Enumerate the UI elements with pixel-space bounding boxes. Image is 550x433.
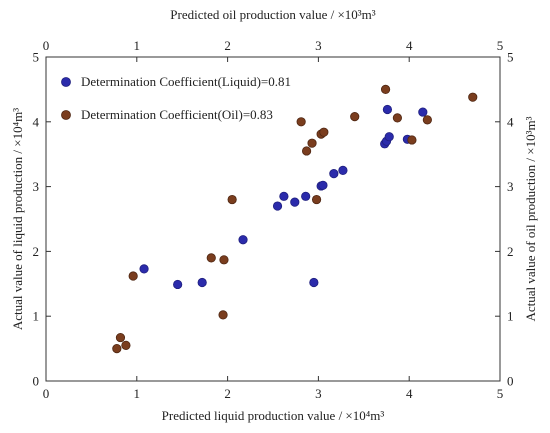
oil-data-point bbox=[219, 255, 229, 265]
liquid-data-point bbox=[301, 191, 311, 201]
x-top-tick-label: 0 bbox=[43, 38, 50, 53]
liquid-data-point bbox=[382, 104, 393, 115]
oil-data-point bbox=[218, 310, 228, 320]
oil-data-point bbox=[311, 194, 322, 205]
oil-data-point bbox=[301, 146, 312, 156]
y-left-tick-label: 0 bbox=[33, 374, 40, 389]
x-bottom-tick-label: 2 bbox=[224, 386, 231, 401]
oil-data-point bbox=[422, 115, 432, 125]
liquid-data-point bbox=[418, 107, 428, 117]
y-right-tick-label: 5 bbox=[507, 50, 514, 65]
legend-marker-liquid bbox=[61, 77, 71, 87]
oil-data-point bbox=[319, 127, 329, 137]
oil-data-point bbox=[112, 343, 122, 354]
x-top-tick-label: 5 bbox=[497, 38, 504, 53]
liquid-data-point bbox=[309, 277, 319, 288]
liquid-data-point bbox=[338, 165, 348, 175]
liquid-data-point bbox=[139, 264, 149, 274]
y-axis-right-title: Actual value of oil production / ×10³m³ bbox=[523, 116, 538, 321]
data-points-layer bbox=[112, 84, 478, 354]
y-right-tick-label: 0 bbox=[507, 374, 514, 389]
oil-data-point bbox=[115, 332, 126, 343]
legend: Determination Coefficient(Liquid)=0.81 D… bbox=[61, 74, 291, 122]
x-axis-bottom-title: Predicted liquid production value / ×10⁴… bbox=[162, 408, 385, 423]
y-left-tick-label: 1 bbox=[33, 309, 40, 324]
liquid-data-point bbox=[279, 191, 289, 201]
liquid-data-point bbox=[318, 180, 328, 190]
legend-marker-oil bbox=[61, 110, 71, 120]
plot-frame bbox=[45, 56, 501, 382]
x-top-tick-label: 2 bbox=[224, 38, 231, 53]
oil-data-point bbox=[307, 138, 317, 148]
oil-data-point bbox=[350, 112, 360, 122]
oil-data-point bbox=[206, 253, 216, 263]
liquid-data-point bbox=[197, 277, 207, 288]
liquid-data-point bbox=[238, 235, 248, 245]
y-right-tick-label: 4 bbox=[507, 114, 514, 129]
y-left-tick-label: 5 bbox=[33, 50, 40, 65]
oil-data-point bbox=[392, 113, 402, 123]
x-bottom-tick-label: 1 bbox=[134, 386, 141, 401]
y-right-tick-label: 2 bbox=[507, 244, 514, 259]
y-left-tick-label: 3 bbox=[33, 179, 40, 194]
x-bottom-tick-label: 3 bbox=[315, 386, 322, 401]
oil-data-point bbox=[227, 194, 237, 205]
x-top-tick-label: 3 bbox=[315, 38, 322, 53]
liquid-data-point bbox=[173, 279, 183, 290]
legend-label-oil: Determination Coefficient(Oil)=0.83 bbox=[81, 107, 273, 122]
liquid-data-point bbox=[290, 197, 300, 207]
x-bottom-tick-label: 4 bbox=[406, 386, 413, 401]
y-right-tick-label: 1 bbox=[507, 309, 514, 324]
y-right-tick-label: 3 bbox=[507, 179, 514, 194]
y-left-tick-label: 2 bbox=[33, 244, 40, 259]
x-bottom-tick-label: 0 bbox=[43, 386, 50, 401]
oil-data-point bbox=[128, 271, 138, 281]
x-axis-top-title: Predicted oil production value / ×10³m³ bbox=[170, 7, 375, 22]
oil-data-point bbox=[121, 340, 131, 350]
y-axis-left-title: Actual value of liquid production / ×10⁴… bbox=[10, 108, 25, 330]
oil-data-point bbox=[407, 135, 417, 145]
x-bottom-tick-label: 5 bbox=[497, 386, 504, 401]
liquid-data-point bbox=[329, 169, 339, 179]
legend-label-liquid: Determination Coefficient(Liquid)=0.81 bbox=[81, 74, 291, 89]
x-top-tick-label: 1 bbox=[134, 38, 141, 53]
x-top-tick-label: 4 bbox=[406, 38, 413, 53]
oil-data-point bbox=[296, 117, 306, 127]
liquid-data-point bbox=[384, 132, 394, 142]
oil-data-point bbox=[468, 92, 478, 102]
liquid-data-point bbox=[272, 201, 283, 211]
y-left-tick-label: 4 bbox=[33, 114, 40, 129]
oil-data-point bbox=[380, 84, 391, 95]
